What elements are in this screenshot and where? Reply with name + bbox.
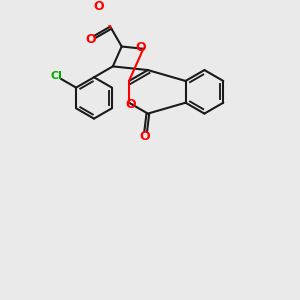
Text: O: O: [93, 0, 104, 13]
Text: O: O: [85, 33, 96, 46]
Text: Cl: Cl: [50, 71, 62, 81]
Text: O: O: [135, 41, 146, 54]
Text: O: O: [140, 130, 150, 142]
Text: O: O: [125, 98, 136, 111]
